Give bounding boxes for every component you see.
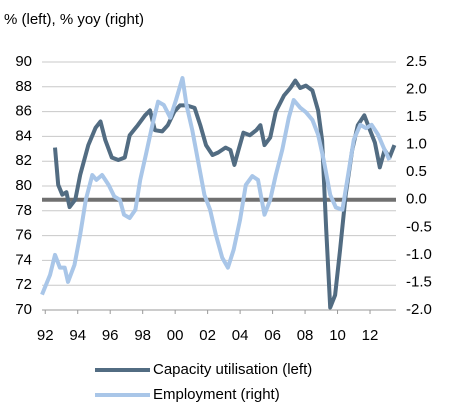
y-tick-label: 74 — [15, 251, 32, 268]
y2-tick-label: 0.0 — [406, 191, 427, 208]
y-tick-label: 76 — [15, 227, 32, 244]
y-tick-label: 84 — [15, 127, 32, 144]
y2-tick-label: -1.0 — [406, 246, 432, 263]
chart-title: % (left), % yoy (right) — [4, 11, 144, 28]
y2-tick-label: -2.0 — [406, 301, 432, 318]
y-tick-label: 90 — [15, 53, 32, 70]
x-tick-label: 08 — [297, 327, 314, 344]
legend-label: Capacity utilisation (left) — [153, 361, 312, 378]
y2-tick-label: -0.5 — [406, 218, 432, 235]
x-tick-label: 06 — [264, 327, 281, 344]
x-tick-label: 00 — [167, 327, 184, 344]
legend-label: Employment (right) — [153, 386, 280, 403]
x-tick-label: 10 — [329, 327, 346, 344]
x-tick-label: 02 — [199, 327, 216, 344]
y-tick-label: 80 — [15, 177, 32, 194]
x-tick-label: 98 — [134, 327, 151, 344]
y2-tick-label: 1.0 — [406, 136, 427, 153]
y-tick-label: 72 — [15, 276, 32, 293]
y2-tick-label: 0.5 — [406, 163, 427, 180]
x-tick-label: 12 — [362, 327, 379, 344]
series-line — [53, 78, 397, 310]
y2-tick-label: 2.5 — [406, 53, 427, 70]
x-tick-label: 94 — [69, 327, 86, 344]
y-tick-label: 78 — [15, 202, 32, 219]
x-tick-label: 04 — [232, 327, 249, 344]
y2-tick-label: 2.0 — [406, 81, 427, 98]
y2-tick-label: 1.5 — [406, 108, 427, 125]
y-tick-label: 70 — [15, 301, 32, 318]
y-tick-label: 86 — [15, 103, 32, 120]
x-tick-label: 92 — [37, 327, 54, 344]
x-tick-label: 96 — [102, 327, 119, 344]
y-tick-label: 88 — [15, 78, 32, 95]
series-line — [40, 76, 392, 296]
y2-tick-label: -1.5 — [406, 273, 432, 290]
y-tick-label: 82 — [15, 152, 32, 169]
